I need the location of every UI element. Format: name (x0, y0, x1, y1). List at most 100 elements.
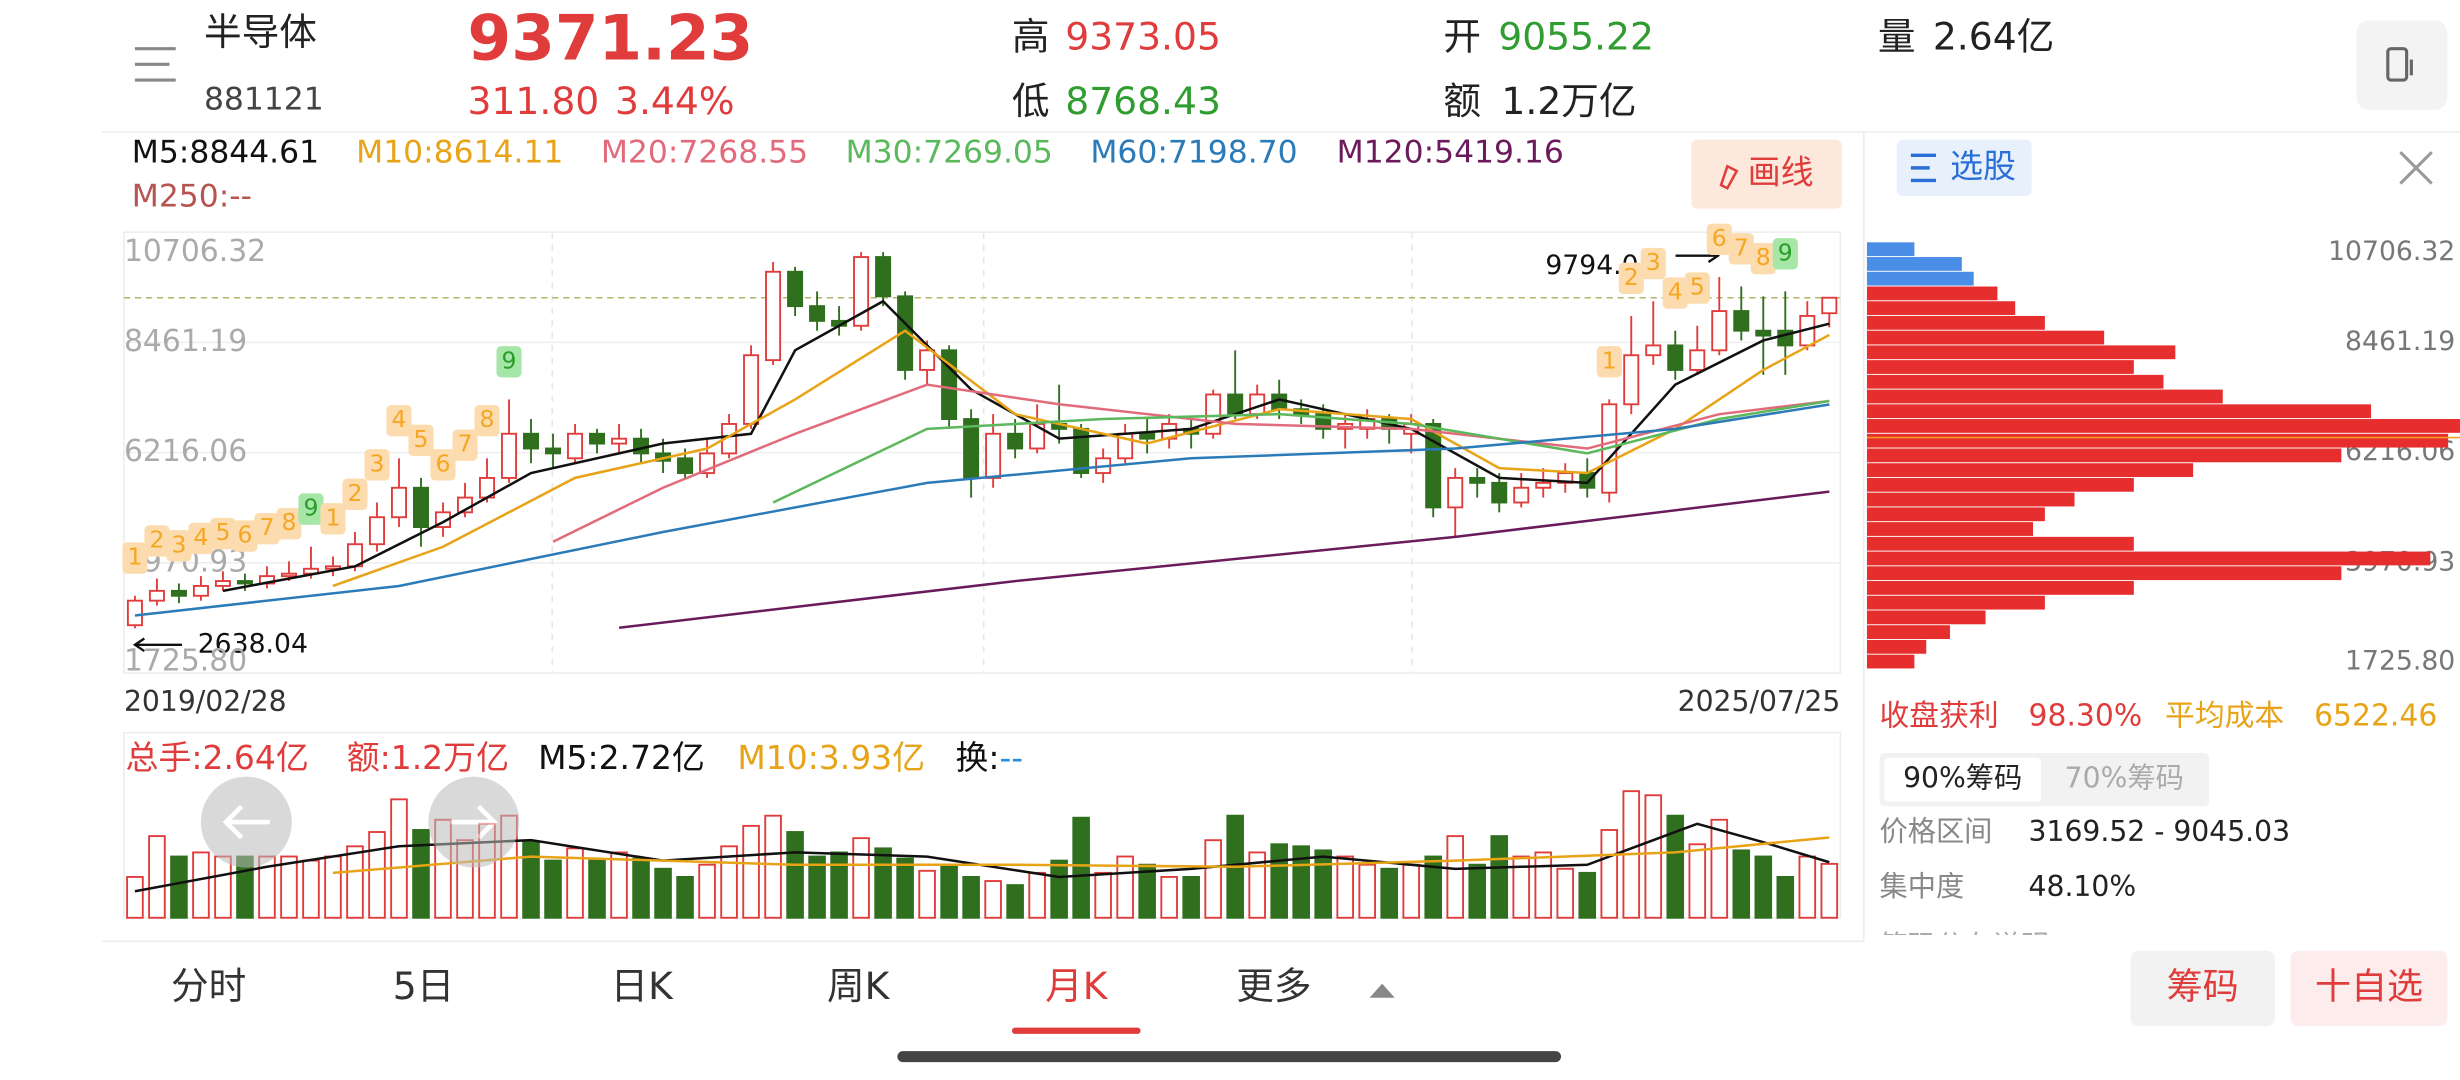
y-tick-label: 8461.19 (124, 324, 247, 359)
td-label: 9 (303, 494, 318, 522)
period-tab[interactable]: 更多 (1236, 964, 1311, 1008)
candle-body (170, 589, 187, 597)
ma-legend: M10:8614.11 (356, 135, 563, 171)
volume-bar (1556, 867, 1575, 919)
volume-bar (786, 831, 804, 919)
more-arrow[interactable] (1369, 983, 1395, 998)
volume-bar (1182, 875, 1200, 919)
candle-body (985, 432, 1002, 479)
chip-tick-label: 8461.19 (2345, 326, 2455, 357)
chip-tab-active[interactable] (1884, 757, 2042, 802)
candle-body (1733, 310, 1750, 332)
volume-bar (1314, 849, 1332, 919)
period-tabs: 分时 5日 日K 周K 月K 更多 (171, 964, 1312, 1034)
device-button[interactable] (2356, 20, 2448, 110)
td-badge (254, 512, 280, 545)
td-label: 7 (259, 513, 274, 541)
volume-bar (280, 855, 298, 919)
price: 9371.23 (468, 1, 754, 74)
low: 8768.43 (1065, 79, 1221, 123)
td-label: 8 (1756, 243, 1771, 271)
ma-legend: M20:7268.55 (601, 135, 808, 171)
candle-body (390, 486, 407, 519)
volume-legend: 总手:2.64亿 (126, 738, 309, 777)
volume-legend: 换: (955, 738, 999, 777)
candle-body (1623, 354, 1640, 406)
scroll-left[interactable] (200, 776, 292, 868)
td-badge (232, 520, 258, 552)
volume-bar (1688, 843, 1707, 919)
chip-bar (1866, 566, 2342, 581)
volume-frame (123, 731, 1842, 919)
chip-button[interactable]: 筹码 (2130, 950, 2275, 1027)
candle-body (1667, 344, 1684, 371)
volume-bar (544, 859, 562, 919)
chip-note[interactable]: 筹码分布说明 (1880, 930, 2049, 963)
volume-bar (1798, 855, 1817, 919)
low-arrow (132, 637, 183, 653)
period-tab[interactable]: 日K (611, 964, 675, 1008)
td-badge (276, 508, 302, 540)
open: 9055.22 (1498, 15, 1654, 59)
menu-icon[interactable] (134, 47, 176, 82)
volume-bar (1270, 843, 1288, 919)
period-tab[interactable]: 5日 (393, 964, 455, 1008)
stock-code: 881121 (204, 81, 324, 117)
candle-body (787, 270, 804, 308)
candle-body (1645, 344, 1662, 357)
close-button[interactable] (2399, 151, 2433, 185)
volume-legend: -- (999, 738, 1023, 777)
chip-bar (1866, 477, 2134, 492)
volume-bar (522, 841, 540, 919)
td-label: 9 (1778, 238, 1793, 266)
candle-body (1139, 432, 1156, 440)
volume-bar (940, 863, 958, 919)
chip-tab[interactable]: 90%筹码 (1903, 762, 2022, 795)
draw-button[interactable]: 画线 (1691, 139, 1842, 209)
ma-legend: M120:5419.16 (1337, 135, 1564, 171)
candle-body (897, 295, 914, 371)
td-badge (1706, 223, 1732, 256)
volume-bar (1600, 829, 1619, 919)
volume-bar (1358, 863, 1376, 919)
period-tab[interactable]: 周K (827, 964, 891, 1008)
period-tab[interactable]: 分时 (171, 964, 246, 1008)
candle-body (721, 423, 738, 455)
chip-bar (1866, 654, 1915, 669)
chip-bar (1866, 581, 2134, 595)
volume-bar (1666, 814, 1685, 919)
volume-legend: 额:1.2万亿 (347, 738, 509, 777)
draw-label: 画线 (1748, 153, 1814, 192)
period-tab[interactable]: 月K (1045, 964, 1109, 1008)
volume-bar (808, 855, 826, 919)
candle-body (743, 354, 760, 425)
chip-tab[interactable]: 70%筹码 (2065, 762, 2184, 795)
td-label: 6 (1712, 224, 1727, 252)
volume-bar (346, 845, 364, 919)
volume-bar (874, 847, 892, 919)
chip-bar (1866, 419, 2460, 433)
scroll-right[interactable] (428, 776, 520, 868)
volume-bar (148, 835, 166, 919)
td-label: 1 (127, 543, 142, 571)
watch-button[interactable]: 十自选 (2290, 950, 2448, 1027)
td-badge (386, 404, 412, 437)
td-label: 2 (1624, 263, 1639, 291)
candle-body (280, 572, 297, 578)
volume-bar (1490, 835, 1509, 919)
pick-button[interactable]: 选股 (1896, 139, 2032, 197)
candle-body (1535, 481, 1552, 489)
volume-bar (918, 869, 936, 919)
td-label: 3 (370, 449, 385, 477)
volume-bar (852, 837, 870, 919)
td-badge (122, 542, 148, 574)
volume-bar (214, 855, 232, 919)
td-label: 7 (458, 430, 473, 458)
chip-bar (1866, 389, 2223, 404)
td-label: 9 (502, 346, 517, 374)
candle-body (192, 585, 209, 597)
td-badge (1640, 247, 1666, 280)
ma-line (332, 836, 1830, 875)
chip-bar (1866, 315, 2045, 330)
candle-body (545, 447, 562, 455)
